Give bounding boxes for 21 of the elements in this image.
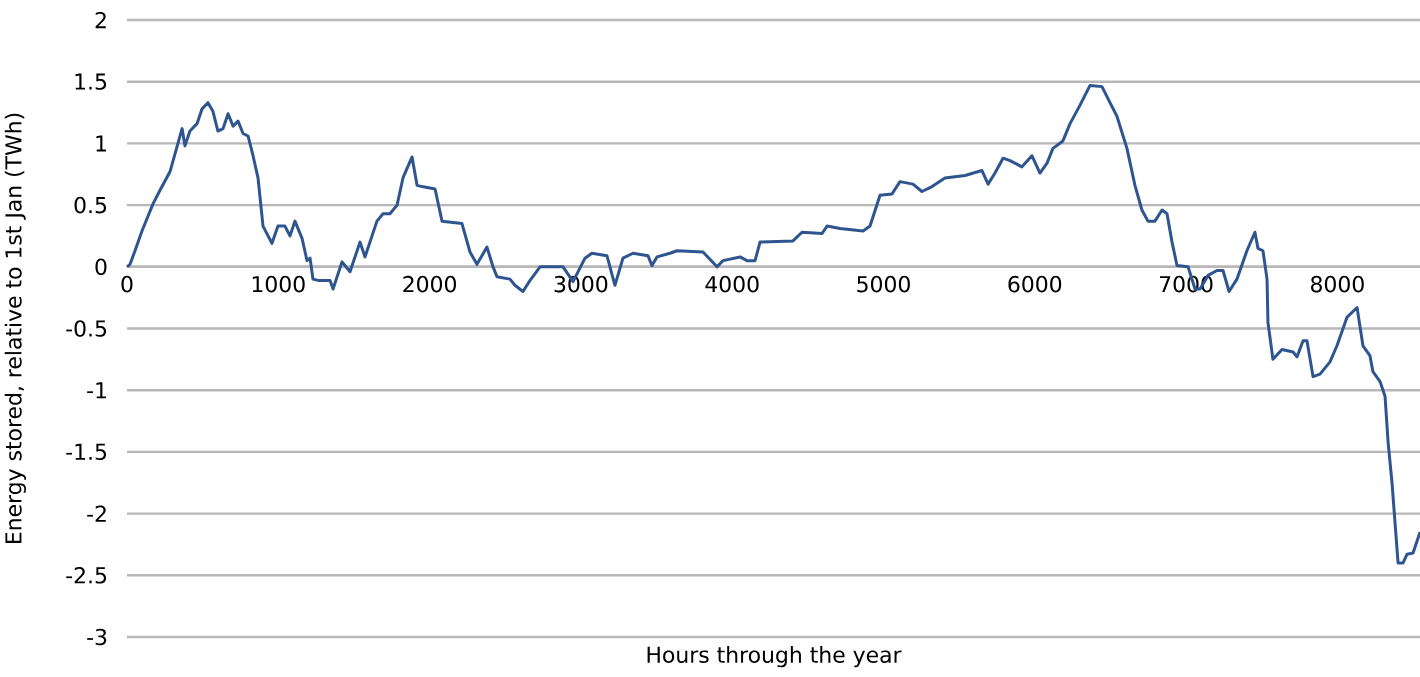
y-tick-label: -2.5 bbox=[66, 567, 107, 584]
y-tick-label: 0.5 bbox=[74, 196, 107, 214]
y-axis-title: Energy stored, relative to 1st Jan (TWh) bbox=[4, 113, 26, 544]
x-tick-label: 8000 bbox=[1311, 275, 1364, 293]
x-tick-label: 2000 bbox=[403, 275, 456, 293]
y-tick-label: -1 bbox=[87, 382, 106, 399]
x-tick-label: 1000 bbox=[252, 275, 305, 293]
x-tick-label: 6000 bbox=[1008, 275, 1062, 293]
y-tick-label: 1.5 bbox=[75, 73, 107, 90]
y-tick-label: -1.5 bbox=[66, 443, 107, 461]
x-axis-title: Hours through the year bbox=[647, 646, 902, 668]
y-tick-label: -3 bbox=[87, 628, 107, 646]
y-tick-label: 1 bbox=[96, 135, 106, 152]
x-tick-label: 4000 bbox=[705, 275, 759, 293]
y-tick-label: 0 bbox=[95, 258, 107, 276]
x-tick-label: 3000 bbox=[554, 275, 608, 293]
y-tick-label: -0.5 bbox=[66, 320, 107, 337]
x-tick-label: 0 bbox=[121, 275, 133, 293]
x-tick-label: 5000 bbox=[857, 275, 910, 293]
y-tick-label: 2 bbox=[95, 11, 106, 29]
y-tick-label: -2 bbox=[87, 505, 106, 522]
